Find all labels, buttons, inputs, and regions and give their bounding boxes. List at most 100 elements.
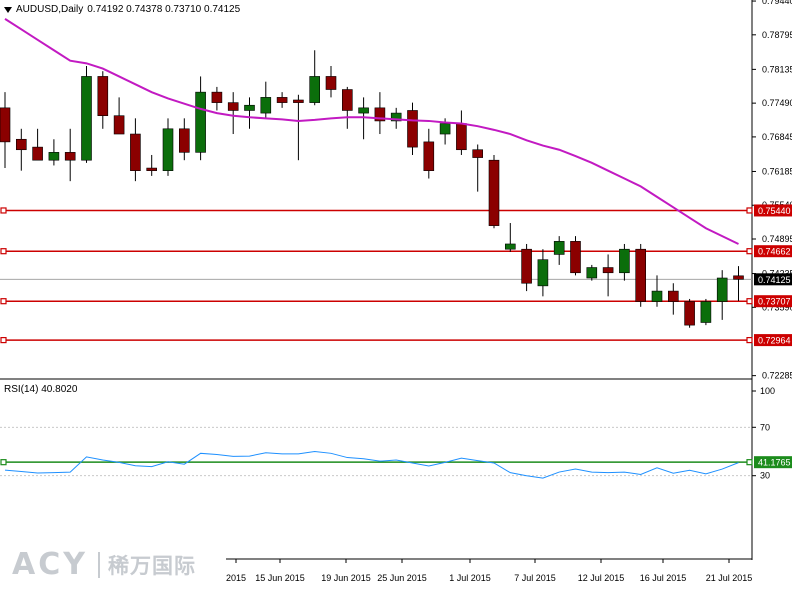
time-tick-label: 25 Jun 2015 (377, 573, 427, 583)
bear-candle (227, 102, 239, 111)
bear-candle (113, 115, 125, 135)
price-tick-label: 0.72285 (762, 371, 792, 381)
bear-candle (407, 110, 418, 148)
bear-candle (15, 138, 27, 151)
rsi-tick-label: 100 (760, 386, 775, 396)
bear-candle (602, 267, 614, 274)
bear-candle (635, 248, 647, 302)
bear-candle (276, 97, 288, 103)
level-anchor-left (0, 336, 7, 344)
level-anchor-right (746, 336, 753, 344)
bear-candle (32, 146, 43, 161)
level-label: 0.72964 (758, 336, 791, 346)
bear-candle (293, 99, 304, 103)
bear-candle (0, 107, 11, 143)
bear-candle (570, 241, 581, 274)
bear-candle (64, 152, 76, 161)
rsi-level-label-bg (754, 456, 792, 469)
bull-candle (651, 290, 663, 302)
bear-candle (521, 248, 532, 284)
price-tick-label: 0.76185 (762, 166, 792, 176)
price-tick-label: 0.78795 (762, 30, 792, 40)
time-tick-label: 15 Jun 2015 (255, 573, 305, 583)
price-tick-label: 0.79440 (762, 0, 792, 6)
bull-candle (619, 248, 630, 274)
time-tick-label: 7 Jul 2015 (514, 573, 556, 583)
price-panel-bg (0, 0, 752, 378)
level-anchor-left (0, 248, 7, 255)
level-anchor-right (746, 207, 753, 214)
bull-candle (586, 267, 598, 279)
price-tick-label: 0.73590 (762, 302, 792, 312)
current-price-label: 0.74125 (758, 275, 791, 285)
time-tick-label: 12 Jul 2015 (578, 573, 625, 583)
level-anchor-right (746, 298, 753, 305)
bull-candle (537, 259, 549, 287)
bull-candle (162, 128, 174, 171)
bull-candle (260, 97, 272, 114)
ohlc-values: 0.74192 0.74378 0.73710 0.74125 (87, 4, 241, 15)
collapse-arrow-icon[interactable] (4, 6, 12, 13)
rsi-tick-label: 30 (760, 471, 770, 481)
logo-brand: ACY (12, 547, 88, 582)
bear-candle (374, 107, 386, 122)
bear-candle (211, 91, 223, 103)
price-tick-label: 0.78135 (762, 64, 792, 74)
bear-candle (130, 133, 141, 171)
bull-candle (81, 76, 92, 161)
rsi-level-anchor-left (0, 459, 7, 466)
time-tick-label: 19 Jun 2015 (321, 573, 371, 583)
bear-candle (472, 149, 484, 158)
level-label-bg (754, 334, 792, 347)
logo-brand-cn: 稀万国际 (107, 553, 196, 578)
bull-candle (700, 301, 712, 323)
bear-candle (146, 167, 157, 171)
bear-candle (341, 89, 353, 111)
moving-average-line (4, 18, 739, 245)
bear-candle (684, 301, 695, 326)
logo-divider (97, 551, 100, 578)
time-tick-label: 2015 (226, 573, 246, 583)
price-tick-label: 0.77490 (762, 98, 792, 108)
bear-candle (733, 275, 744, 280)
bear-candle (97, 76, 109, 117)
bull-candle (244, 104, 255, 111)
time-tick-label: 21 Jul 2015 (706, 573, 753, 583)
level-label-bg (754, 204, 792, 217)
watermark-logo: ACY 稀万国际 (0, 540, 226, 589)
price-tick-label: 0.74895 (762, 234, 792, 244)
bear-candle (488, 159, 500, 226)
level-anchor-right (746, 248, 753, 255)
level-label-bg (754, 295, 792, 308)
bull-candle (716, 277, 728, 302)
chart-header: AUDUSD,Daily 0.74192 0.74378 0.73710 0.7… (4, 4, 240, 15)
rsi-level-label: 41.1765 (758, 458, 791, 468)
rsi-tick-label: 70 (760, 422, 770, 432)
rsi-line (4, 450, 739, 479)
level-anchor-left (0, 207, 7, 214)
bear-candle (179, 128, 190, 153)
time-tick-label: 16 Jul 2015 (640, 573, 687, 583)
rsi-label: RSI(14) 40.8020 (4, 384, 78, 395)
bull-candle (390, 112, 402, 122)
rsi-level-anchor-right (746, 459, 753, 466)
level-label: 0.75440 (758, 206, 791, 216)
bull-candle (553, 241, 565, 255)
bear-candle (456, 123, 467, 151)
bear-candle (423, 141, 435, 171)
level-label-bg (754, 245, 792, 258)
symbol-label: AUDUSD,Daily (16, 4, 84, 15)
current-price-tag (754, 273, 792, 286)
bull-candle (309, 76, 321, 103)
bull-candle (195, 91, 206, 153)
price-tick-label: 0.76845 (762, 132, 792, 142)
bull-candle (439, 123, 451, 135)
bear-candle (667, 290, 679, 302)
bull-candle (504, 243, 516, 250)
time-tick-label: 1 Jul 2015 (449, 573, 491, 583)
bull-candle (358, 107, 369, 114)
level-label: 0.73707 (758, 297, 791, 307)
level-label: 0.74662 (758, 247, 791, 257)
bear-candle (325, 76, 337, 90)
